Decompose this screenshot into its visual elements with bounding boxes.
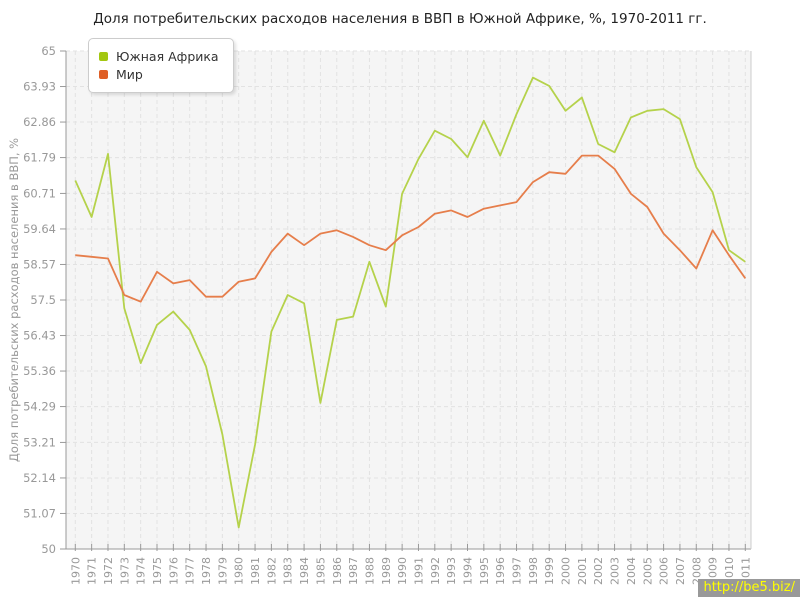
svg-text:2008: 2008	[690, 557, 703, 585]
svg-text:1995: 1995	[478, 557, 491, 585]
legend-item-south-africa: Южная Африка	[99, 49, 219, 64]
svg-text:1978: 1978	[200, 557, 213, 585]
svg-text:50: 50	[41, 542, 56, 556]
legend-label-world: Мир	[116, 67, 143, 82]
svg-text:2000: 2000	[560, 557, 573, 585]
svg-text:1990: 1990	[396, 557, 409, 585]
svg-text:51.07: 51.07	[23, 506, 56, 520]
svg-text:1992: 1992	[429, 557, 442, 585]
svg-text:63.93: 63.93	[23, 80, 56, 94]
svg-text:1993: 1993	[445, 557, 458, 585]
svg-text:2001: 2001	[576, 557, 589, 585]
svg-text:1989: 1989	[380, 557, 393, 585]
svg-text:1984: 1984	[298, 557, 311, 585]
series-line-world	[75, 154, 747, 303]
svg-text:56.43: 56.43	[23, 329, 56, 343]
svg-text:62.86: 62.86	[23, 115, 56, 129]
svg-text:1981: 1981	[249, 557, 262, 585]
svg-text:1972: 1972	[102, 557, 115, 585]
svg-text:1983: 1983	[282, 557, 295, 585]
watermark-link[interactable]: http://be5.biz/	[698, 579, 800, 597]
svg-text:1998: 1998	[527, 557, 540, 585]
legend-swatch-world-icon	[99, 70, 108, 79]
svg-text:2007: 2007	[674, 557, 687, 585]
svg-text:2002: 2002	[592, 557, 605, 585]
svg-text:57.5: 57.5	[30, 293, 56, 307]
svg-text:65: 65	[41, 44, 56, 58]
svg-text:1985: 1985	[314, 557, 327, 585]
legend-label-south-africa: Южная Африка	[116, 49, 219, 64]
svg-text:2011: 2011	[739, 557, 752, 585]
svg-text:59.64: 59.64	[23, 222, 56, 236]
svg-text:52.14: 52.14	[23, 471, 56, 485]
svg-text:1976: 1976	[167, 557, 180, 585]
gridlines	[66, 50, 751, 549]
svg-text:53.21: 53.21	[23, 435, 56, 449]
svg-text:1991: 1991	[412, 557, 425, 585]
svg-text:2006: 2006	[658, 557, 671, 585]
legend-swatch-south-africa-icon	[99, 52, 108, 61]
svg-text:1973: 1973	[118, 557, 131, 585]
y-axis: 50 51.07 52.14 53.21 54.29 55.36 56.43 57.5 58.5…	[23, 44, 67, 556]
svg-text:61.79: 61.79	[23, 151, 56, 165]
svg-text:1999: 1999	[543, 557, 556, 585]
chart-title: Доля потребительских расходов населения …	[93, 11, 707, 27]
svg-text:58.57: 58.57	[23, 257, 56, 271]
svg-text:1980: 1980	[233, 557, 246, 585]
x-axis: 1970 1971 1972 1973 1974 1975 1976 1977 1978 1979…	[66, 51, 752, 585]
svg-text:1994: 1994	[461, 557, 474, 585]
svg-text:1975: 1975	[151, 557, 164, 585]
svg-text:2009: 2009	[707, 557, 720, 585]
svg-text:2010: 2010	[723, 557, 736, 585]
svg-text:2003: 2003	[609, 557, 622, 585]
svg-text:1996: 1996	[494, 557, 507, 585]
svg-text:55.36: 55.36	[23, 364, 56, 378]
svg-text:1971: 1971	[86, 557, 99, 585]
svg-text:2005: 2005	[641, 557, 654, 585]
series	[74, 76, 747, 529]
svg-text:1974: 1974	[135, 557, 148, 585]
svg-text:54.29: 54.29	[23, 400, 56, 414]
svg-text:1987: 1987	[347, 557, 360, 585]
svg-text:1988: 1988	[363, 557, 376, 585]
svg-text:1986: 1986	[331, 557, 344, 585]
svg-text:1970: 1970	[69, 557, 82, 585]
svg-text:60.71: 60.71	[23, 186, 56, 200]
svg-text:1982: 1982	[265, 557, 278, 585]
legend: Южная Африка Мир	[88, 38, 234, 93]
svg-text:1979: 1979	[216, 557, 229, 585]
legend-item-world: Мир	[99, 67, 219, 82]
svg-text:1977: 1977	[184, 557, 197, 585]
svg-text:1997: 1997	[511, 557, 524, 585]
series-line-south-africa	[74, 76, 746, 529]
svg-text:2004: 2004	[625, 557, 638, 585]
